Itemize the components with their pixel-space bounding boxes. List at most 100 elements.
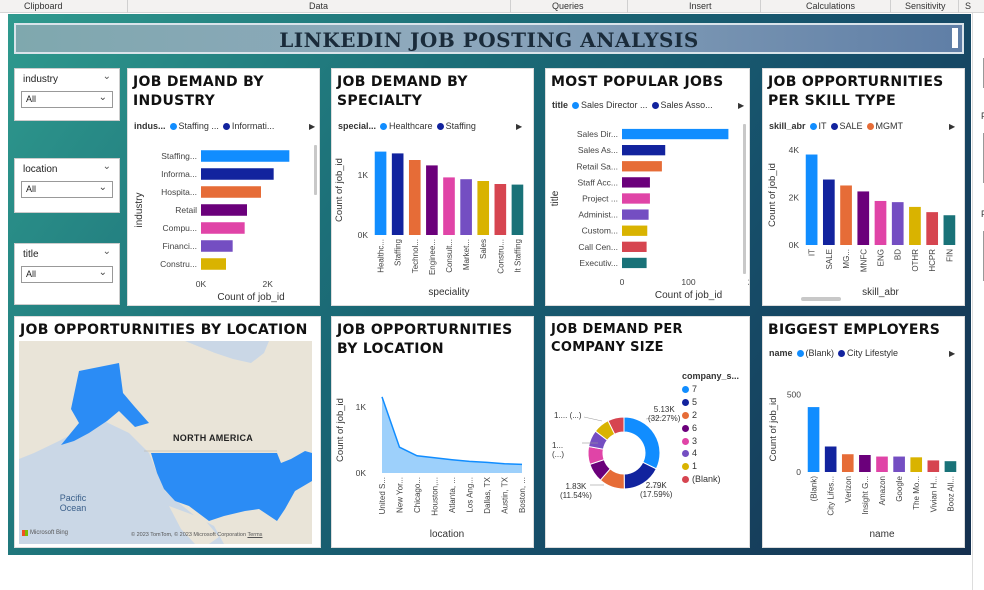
- chevron-down-icon[interactable]: ⌄: [102, 71, 111, 82]
- legend-item[interactable]: 3: [682, 436, 739, 449]
- category-label: Insight G...: [861, 476, 870, 515]
- map-ocean-label: Pacific Ocean: [59, 493, 87, 513]
- legend-item[interactable]: IT: [818, 121, 827, 131]
- legend-item[interactable]: (Blank): [682, 474, 739, 487]
- category-label: Google: [895, 475, 904, 501]
- legend-title: indus...: [134, 121, 166, 131]
- legend-item[interactable]: Sales Asso...: [660, 100, 713, 110]
- skill-chart: Count of job_id 0K 2K 4K IT SALE MG... MNFC ENG B…: [767, 145, 956, 301]
- legend-item[interactable]: Staffing ...: [178, 121, 219, 131]
- x-tick-label: 100: [681, 277, 695, 287]
- y-tick-label: 0: [796, 467, 801, 477]
- slicer-title-dropdown[interactable]: All ⌄: [21, 266, 113, 283]
- legend-item[interactable]: Sales Director ...: [581, 100, 648, 110]
- slicer-location[interactable]: location ⌄ All ⌄: [14, 158, 120, 213]
- category-label: Enginee...: [428, 239, 437, 275]
- chevron-down-icon: ⌄: [98, 92, 107, 103]
- category-label: BD: [894, 249, 903, 260]
- donut-value: 5.13K: [653, 405, 675, 414]
- legend-item[interactable]: Staffing: [445, 121, 476, 131]
- company-size-chart: [582, 416, 664, 490]
- card-location[interactable]: JOB OPPORTURNITIES BY LOCATION Count of …: [331, 316, 534, 548]
- legend-next-icon[interactable]: ▶: [516, 122, 523, 131]
- ribbon-sensitivity[interactable]: Sensitivity: [905, 1, 946, 11]
- category-label: MNFC: [859, 249, 868, 272]
- bar: [840, 185, 852, 245]
- legend-item[interactable]: 5: [682, 397, 739, 410]
- legend-title: name: [769, 348, 793, 358]
- ribbon-clipboard[interactable]: Clipboard: [24, 1, 63, 11]
- category-label: SALE: [825, 249, 834, 269]
- donut-slice: [623, 416, 661, 470]
- legend-next-icon[interactable]: ▶: [949, 122, 956, 131]
- slicer-industry-dropdown[interactable]: All ⌄: [21, 91, 113, 108]
- ribbon-data[interactable]: Data: [309, 1, 329, 11]
- terms-link[interactable]: Terms: [247, 532, 263, 538]
- right-pane: F F: [972, 13, 984, 590]
- slicer-industry[interactable]: industry ⌄ All ⌄: [14, 68, 120, 121]
- legend-next-icon[interactable]: ▶: [949, 349, 956, 358]
- bar: [841, 454, 854, 472]
- ribbon-insert[interactable]: Insert: [689, 1, 712, 11]
- bar: [201, 222, 245, 234]
- category-label: Austin, TX: [501, 476, 510, 513]
- ribbon-extra[interactable]: S: [965, 1, 972, 11]
- ribbon-calculations[interactable]: Calculations: [806, 1, 856, 11]
- category-label: City Lifes...: [827, 476, 836, 516]
- popular-chart: title Sales Dir... Sales As... Retail Sa...…: [550, 124, 749, 301]
- category-label: Constru...: [160, 259, 197, 269]
- y-tick-label: 1K: [356, 402, 367, 412]
- card-company-size[interactable]: JOB DEMAND PER COMPANY SIZE company_s...…: [545, 316, 750, 548]
- bar: [201, 186, 261, 198]
- y-axis-title: title: [550, 190, 561, 206]
- legend-item[interactable]: Informati...: [231, 121, 275, 131]
- slicer-location-dropdown[interactable]: All ⌄: [21, 181, 113, 198]
- bing-logo: Microsoft Bing: [22, 530, 68, 536]
- slicer-location-value: All: [26, 184, 37, 194]
- chevron-down-icon[interactable]: ⌄: [102, 246, 111, 257]
- category-label: Technol...: [411, 239, 420, 273]
- location-title: JOB OPPORTURNITIES BY LOCATION: [337, 322, 513, 357]
- map-view[interactable]: NORTH AMERICA Pacific Ocean Microsoft Bi…: [19, 341, 312, 544]
- card-popular-jobs[interactable]: MOST POPULAR JOBS title Sales Director ..…: [545, 68, 750, 306]
- map-attribution: © 2023 TomTom, © 2023 Microsoft Corporat…: [131, 532, 262, 538]
- ribbon-queries[interactable]: Queries: [552, 1, 584, 11]
- card-employers[interactable]: BIGGEST EMPLOYERS name (Blank) City Lifest…: [762, 316, 965, 548]
- y-tick-label: 2K: [789, 192, 800, 202]
- legend-item[interactable]: 1: [682, 461, 739, 474]
- legend-item[interactable]: City Lifestyle: [847, 348, 899, 358]
- category-label: Sales Dir...: [577, 129, 618, 139]
- x-axis-title: location: [430, 529, 464, 540]
- legend-next-icon[interactable]: ▶: [309, 122, 316, 131]
- card-industry[interactable]: JOB DEMAND BY INDUSTRY indus... Staffing …: [127, 68, 320, 306]
- legend-item[interactable]: (Blank): [805, 348, 835, 358]
- legend-next-icon[interactable]: ▶: [738, 101, 745, 110]
- slicer-title-label: title: [23, 249, 39, 260]
- category-label: OTHR: [911, 249, 920, 272]
- card-skill[interactable]: JOB OPPORTURNITIES PER SKILL TYPE skill_…: [762, 68, 965, 306]
- bar: [201, 204, 247, 216]
- category-label: Booz All...: [946, 476, 955, 512]
- windows-logo-icon: [22, 530, 28, 536]
- chevron-down-icon[interactable]: ⌄: [102, 161, 111, 172]
- legend-item[interactable]: MGMT: [875, 121, 904, 131]
- legend-item[interactable]: 6: [682, 423, 739, 436]
- legend-item[interactable]: 2: [682, 410, 739, 423]
- slicer-title[interactable]: title ⌄ All ⌄: [14, 243, 120, 305]
- bar: [391, 153, 404, 235]
- card-specialty[interactable]: JOB DEMAND BY SPECIALTY special... Health…: [331, 68, 534, 306]
- category-label: FIN: [945, 249, 954, 262]
- card-map[interactable]: JOB OPPORTURNITIES BY LOCATION NORTH AME…: [14, 316, 321, 548]
- banner-resize-handle[interactable]: [952, 28, 958, 48]
- legend-label: 3: [692, 435, 698, 446]
- legend-item[interactable]: SALE: [839, 121, 863, 131]
- bar: [622, 225, 648, 236]
- legend-item[interactable]: 7: [682, 384, 739, 397]
- x-axis-title: Count of job_id: [217, 292, 284, 303]
- y-axis-title: Count of job_id: [767, 163, 778, 227]
- x-tick-label: 0K: [196, 279, 207, 289]
- y-axis-title: Count of job_id: [335, 398, 346, 462]
- legend-item[interactable]: Healthcare: [389, 121, 433, 131]
- y-tick-label: 0K: [358, 230, 369, 240]
- legend-item[interactable]: 4: [682, 448, 739, 461]
